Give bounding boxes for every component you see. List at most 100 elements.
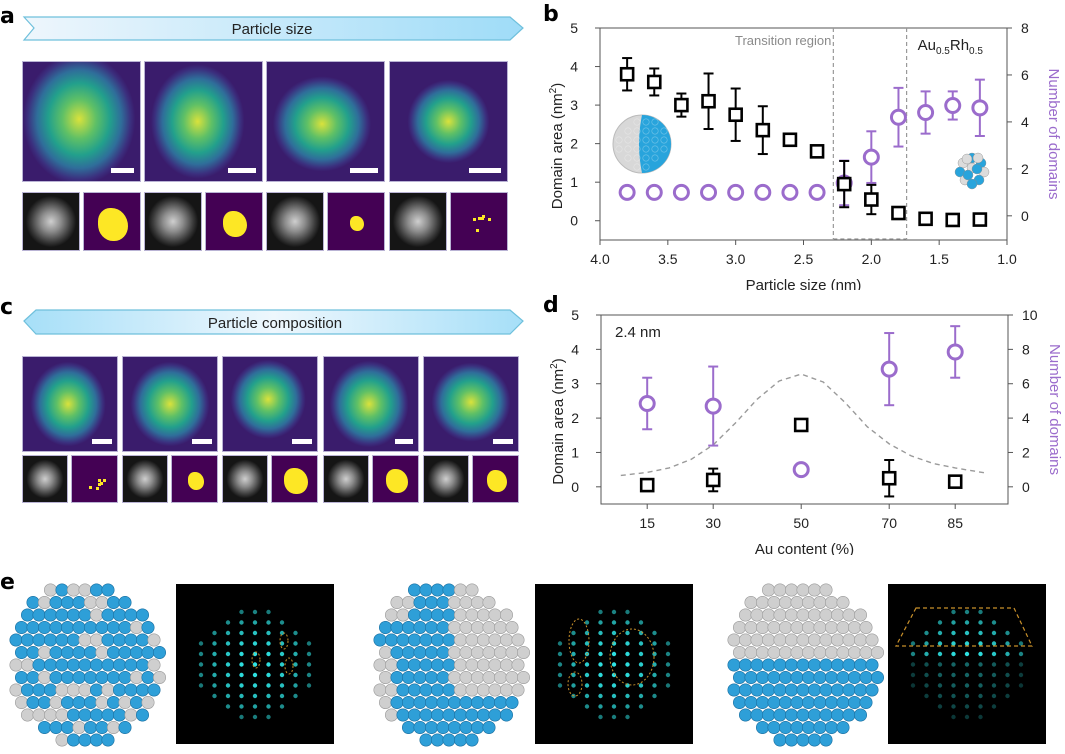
atom-rh-gray [819,608,833,622]
atom-rh-gray [55,708,69,722]
atom-column-spot [584,641,590,646]
atom-au-blue [761,708,775,722]
atom-au-blue [84,696,98,710]
atom-column-spot [1005,672,1010,678]
atom-au-blue [396,708,410,722]
atom-rh-gray [767,620,781,634]
y-left-tick-label: 5 [570,20,578,36]
atom-au-blue [808,683,822,697]
atom-au-blue [819,733,833,747]
atom-rh-gray [808,633,822,647]
atom-column-spot [652,683,657,688]
atom-rh-gray [459,646,473,660]
domain-outline-trapezoid [895,607,1033,647]
domain-mask-dot [100,481,104,485]
atom-column-spot [571,662,576,667]
atom-rh-gray [784,633,798,647]
atom-column-spot [279,683,285,688]
atom-column-spot [584,704,590,709]
atom-column-spot [266,609,271,615]
panel-e-label: e [0,570,15,595]
atom-column-spot [1005,641,1010,646]
atom-column-spot [279,630,285,636]
data-point-square [728,107,743,123]
stem-grayscale-image [122,455,168,503]
atom-au-blue [26,646,40,660]
atom-column-spot [198,641,204,646]
atom-column-spot [951,651,956,657]
atom-column-spot [910,683,916,688]
atom-column-spot [225,704,231,709]
atom-column-spot [964,672,970,678]
stem-grayscale-image [423,455,469,503]
atom-au-blue [442,608,456,622]
scale-bar [228,168,256,173]
atom-outline [642,127,650,135]
atom-au-blue [90,658,104,672]
atom-rh-gray [95,596,109,609]
atom-rh-gray [848,620,862,634]
atom-au-blue [419,633,433,647]
x-tick-label: 70 [881,515,897,531]
atom-au-blue [43,608,57,622]
atom-rh-gray [401,596,415,609]
atom-rh-gray [505,620,519,634]
atom-au-blue [755,721,769,735]
atom-rh-gray [454,683,468,697]
atom-column-spot [212,651,217,657]
atom-rh-gray [37,646,51,660]
atom-rh-gray [459,671,473,685]
atom-column-spot [924,641,929,646]
atom-au-blue [390,620,404,634]
atom-column-spot [991,693,997,699]
atom-rh-gray [55,683,69,697]
atom-rh-gray [808,583,822,597]
atom-rh-gray [871,646,885,660]
cluster-atom [971,163,983,175]
atom-column-spot [584,672,590,678]
atom-column-spot [625,704,630,709]
data-point-square [891,205,906,221]
atom-column-spot [279,693,285,699]
atom-column-spot [924,693,929,699]
atom-au-blue [26,696,40,710]
atom-outline [660,136,668,144]
atom-column-spot [910,672,916,678]
atom-au-blue [430,608,444,622]
stem-grayscale-image [323,455,369,503]
atom-column-spot [611,630,617,636]
atom-column-spot [611,662,617,667]
atom-column-spot [266,714,271,720]
atom-rh-gray [488,608,502,622]
atom-au-blue [37,721,51,735]
atom-outline [651,145,659,153]
atom-column-spot [978,641,983,646]
atom-column-spot [937,641,943,646]
atom-au-blue [20,633,34,647]
atom-au-blue [15,646,28,660]
atom-rh-gray [471,671,485,685]
atom-column-spot [665,662,671,667]
atom-au-blue [819,683,833,697]
atom-au-blue [101,583,115,597]
atom-rh-gray [20,708,34,722]
x-axis-label: Particle size (nm) [746,277,862,290]
atom-au-blue [55,658,69,672]
atom-column-spot [611,609,617,615]
simulated-stem-image [888,584,1046,744]
atom-column-spot [225,630,231,636]
atom-au-blue [442,708,456,722]
atom-au-blue [831,683,845,697]
atom-au-blue [407,658,421,672]
banner-a-text: Particle size [232,21,313,38]
atom-au-blue [78,708,92,722]
atom-au-blue [124,658,138,672]
atom-au-blue [60,696,74,710]
atom-rh-gray [454,608,468,622]
atom-au-blue [147,683,161,697]
atom-rh-gray [396,608,410,622]
atom-rh-gray [459,596,473,609]
domain-mask-dot [481,215,485,219]
data-point-square [881,470,897,486]
atom-rh-gray [796,583,810,597]
